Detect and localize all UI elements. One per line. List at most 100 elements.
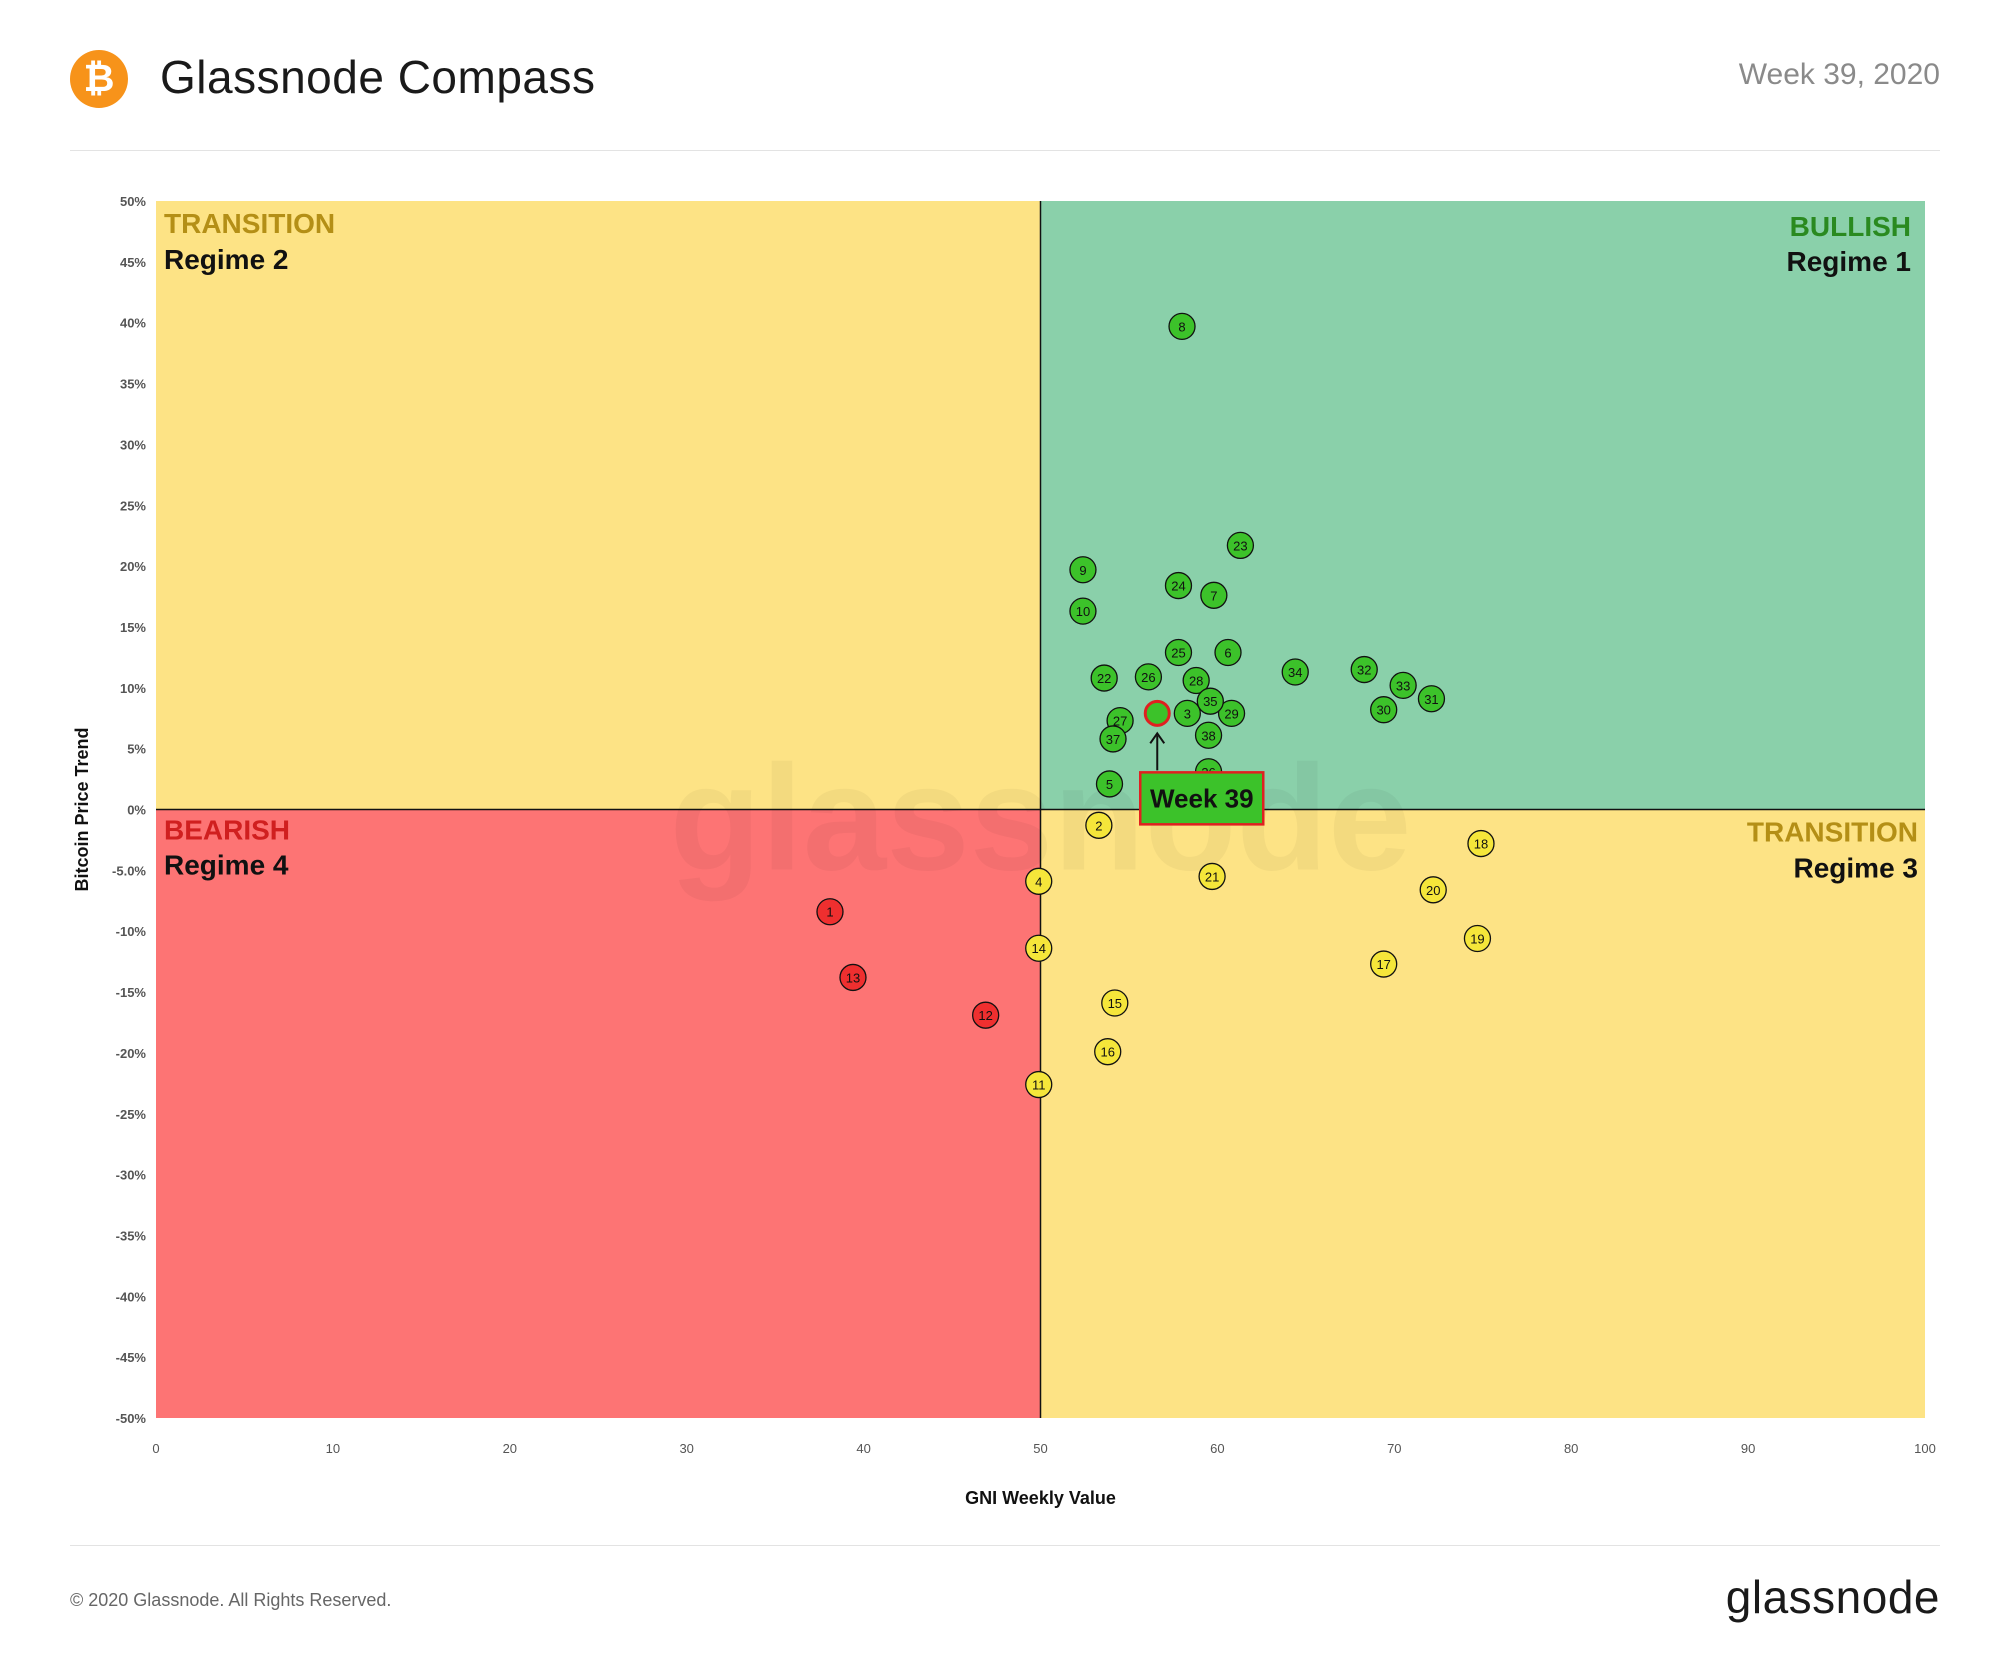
data-point-label: 30: [1376, 703, 1390, 718]
data-point: 19: [1463, 924, 1492, 953]
data-point-label: 8: [1178, 319, 1185, 334]
data-point-marker: [1370, 950, 1398, 978]
data-point-label: 23: [1233, 538, 1247, 553]
quadrant-bl-regime: BEARISH: [164, 815, 290, 846]
data-point: 21: [1198, 862, 1226, 891]
data-point-label: 10: [1076, 604, 1090, 619]
data-point-label: 12: [978, 1008, 992, 1023]
data-point: 8: [1168, 312, 1196, 341]
data-point: 10: [1069, 597, 1097, 625]
copyright-text: © 2020 Glassnode. All Rights Reserved.: [70, 1590, 392, 1610]
data-point: 37: [1099, 725, 1127, 753]
data-point-label: 14: [1031, 941, 1045, 956]
y-tick-label: 35%: [120, 377, 146, 392]
data-point: 2: [1085, 811, 1113, 839]
data-point-label: 20: [1426, 883, 1440, 898]
y-tick-label: 0%: [127, 803, 146, 818]
footer-divider: [70, 1545, 1940, 1546]
data-point: 11: [1025, 1070, 1053, 1099]
current-week-point: [1143, 699, 1171, 727]
data-point: 17: [1370, 950, 1398, 978]
data-point: 26: [1134, 663, 1163, 691]
page-title: Glassnode Compass: [160, 51, 596, 103]
bitcoin-logo-icon: ₿: [70, 50, 128, 108]
data-point-marker: [839, 963, 867, 992]
quadrant-br-regime: TRANSITION: [1747, 817, 1918, 848]
data-point-label: 11: [1032, 1078, 1046, 1093]
quadrant-br-label: Regime 3: [1794, 853, 1919, 884]
data-point: 32: [1350, 655, 1378, 684]
data-point: 13: [839, 963, 867, 992]
quadrant-bl-label: Regime 4: [164, 850, 289, 881]
x-tick-label: 80: [1564, 1441, 1578, 1456]
x-tick-label: 50: [1033, 1441, 1047, 1456]
quadrant-bearish: [156, 809, 1041, 1418]
data-point-marker: [1217, 699, 1246, 728]
y-axis-ticks: 50% 45% 40% 35% 30% 25% 20% 15% 10% 5% 0% -5.0% -10%…: [112, 194, 146, 1426]
current-week-callout: [1139, 771, 1265, 826]
x-tick-label: 60: [1210, 1441, 1224, 1456]
y-tick-label: 15%: [120, 620, 146, 635]
x-tick-label: 30: [679, 1441, 693, 1456]
data-point: 33: [1389, 671, 1417, 700]
data-point-label: 24: [1171, 579, 1185, 594]
data-point-label: 27: [1113, 714, 1127, 729]
data-point-marker: [816, 898, 844, 926]
data-point-label: 13: [846, 970, 860, 985]
x-axis-ticks: 0 10 20 30 40 50 60 70 80 90 100: [152, 1441, 1935, 1456]
data-point-label: 26: [1141, 670, 1155, 685]
x-tick-label: 100: [1914, 1441, 1936, 1456]
quadrant-tl-label: Regime 2: [164, 244, 289, 275]
data-point-marker: [1281, 658, 1309, 686]
quadrant-tl-regime: TRANSITION: [164, 208, 335, 239]
data-point-label: 37: [1106, 732, 1120, 747]
data-point-label: 16: [1100, 1045, 1114, 1060]
x-tick-label: 70: [1387, 1441, 1401, 1456]
glassnode-wordmark: glassnode: [1725, 1571, 1940, 1623]
data-point: 3: [1173, 699, 1201, 728]
data-point-label: 34: [1288, 665, 1302, 680]
data-point-marker: [1419, 876, 1447, 904]
week-label: Week 39, 2020: [1738, 58, 1940, 91]
data-point: 23: [1226, 531, 1255, 560]
data-point: 16: [1094, 1038, 1122, 1066]
arrow-head-icon: [1149, 731, 1166, 744]
data-point-marker: [1370, 696, 1398, 724]
data-point-label: 6: [1224, 646, 1231, 661]
data-point: 20: [1419, 876, 1447, 904]
data-point: 22: [1090, 664, 1118, 692]
data-point-marker: [1467, 829, 1495, 858]
data-point-marker: [1069, 597, 1097, 625]
y-tick-label: 45%: [120, 255, 146, 270]
data-point: 7: [1200, 581, 1228, 609]
quadrant-tr-label: Regime 1: [1787, 246, 1912, 277]
data-point: 15: [1101, 989, 1129, 1017]
data-point: 25: [1164, 638, 1193, 667]
data-point-marker: [1164, 571, 1193, 600]
data-point: 30: [1370, 696, 1398, 724]
data-point-marker: [1196, 687, 1224, 715]
data-point-marker: [1094, 1038, 1122, 1066]
data-point-marker: [1025, 867, 1053, 895]
data-point-marker: [1350, 655, 1378, 684]
y-tick-label: -35%: [116, 1228, 147, 1243]
y-tick-label: 20%: [120, 559, 146, 574]
data-point: 4: [1025, 867, 1053, 895]
data-point-marker: [1025, 934, 1053, 962]
data-point-marker: [1198, 862, 1226, 891]
data-point-label: 33: [1396, 678, 1410, 693]
y-tick-label: 40%: [120, 316, 146, 331]
header: ₿ Glassnode Compass Week 39, 2020: [70, 40, 1940, 150]
data-point-label: 2: [1095, 818, 1102, 833]
data-point: 28: [1182, 666, 1210, 695]
data-point: 24: [1164, 571, 1193, 600]
data-point-label: 15: [1108, 996, 1122, 1011]
y-tick-label: 25%: [120, 498, 146, 513]
data-point: 29: [1217, 699, 1246, 728]
data-point-marker: [1194, 721, 1223, 749]
x-tick-label: 0: [152, 1441, 159, 1456]
data-point: 6: [1214, 638, 1242, 667]
header-divider: [70, 150, 1940, 151]
data-point: 18: [1467, 829, 1495, 858]
current-week-marker: Week 39: [1139, 699, 1265, 826]
